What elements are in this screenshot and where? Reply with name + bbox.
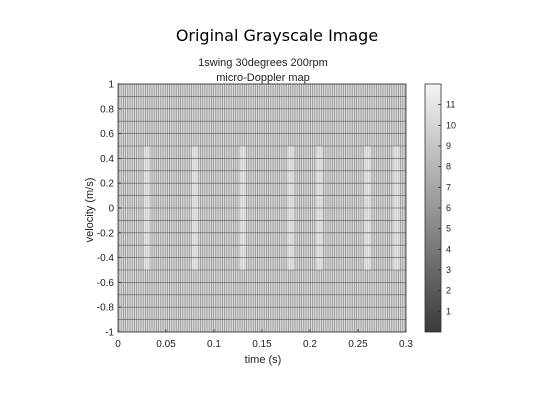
x-axis-label: time (s) (245, 354, 282, 366)
y-tick-label: 0.2 (100, 179, 114, 190)
x-tick-labels: 0 0.05 0.1 0.15 0.2 0.25 0.3 (115, 329, 413, 350)
colorbar-tick-label: 10 (446, 120, 456, 130)
colorbar-tick-label: 2 (446, 286, 451, 296)
x-tick-label: 0.1 (207, 339, 221, 350)
x-tick-label: 0.05 (156, 339, 176, 350)
colorbar-tick-label: 7 (446, 182, 451, 192)
x-tick-label: 0.25 (348, 339, 368, 350)
y-tick-label: 0 (108, 204, 114, 215)
colorbar-tick-label: 1 (446, 306, 451, 316)
x-tick-label: 0 (115, 339, 121, 350)
y-tick-label: -0.2 (97, 228, 115, 239)
y-tick-label: -0.6 (97, 278, 115, 289)
y-tick-label: 0.8 (100, 104, 114, 115)
y-tick-label: 0.6 (100, 129, 114, 140)
y-axis-label: velocity (m/s) (84, 178, 96, 243)
colorbar-tick-label: 11 (446, 100, 455, 110)
y-tick-label: 0.4 (100, 154, 114, 165)
chart-subtitle-line-1: 1swing 30degrees 200rpm (198, 57, 328, 69)
colorbar-tick-label: 4 (446, 244, 451, 254)
colorbar-tick-labels: 1 2 3 4 5 6 7 8 9 10 11 (438, 100, 456, 316)
horizontal-grid (118, 83, 406, 333)
y-tick-label: 1 (108, 80, 114, 91)
y-tick-label: -0.4 (97, 253, 115, 264)
y-tick-labels: 1 0.8 0.6 0.4 0.2 0 -0.2 -0.4 -0.6 -0.8 -1 (97, 80, 121, 339)
colorbar-tick-label: 5 (446, 224, 451, 234)
colorbar-tick-label: 3 (446, 265, 451, 275)
y-tick-label: -0.8 (97, 303, 115, 314)
colorbar-tick-label: 6 (446, 203, 451, 213)
colorbar-tick-label: 8 (446, 162, 451, 172)
x-tick-label: 0.2 (303, 339, 317, 350)
y-tick-label: -1 (105, 328, 114, 339)
x-tick-label: 0.3 (399, 339, 413, 350)
plot-area (117, 83, 407, 333)
colorbar-tick-label: 9 (446, 141, 451, 151)
x-tick-label: 0.15 (252, 339, 272, 350)
chart-subtitle-line-2: micro-Doppler map (216, 72, 310, 84)
figure-title: Original Grayscale Image (175, 26, 379, 45)
